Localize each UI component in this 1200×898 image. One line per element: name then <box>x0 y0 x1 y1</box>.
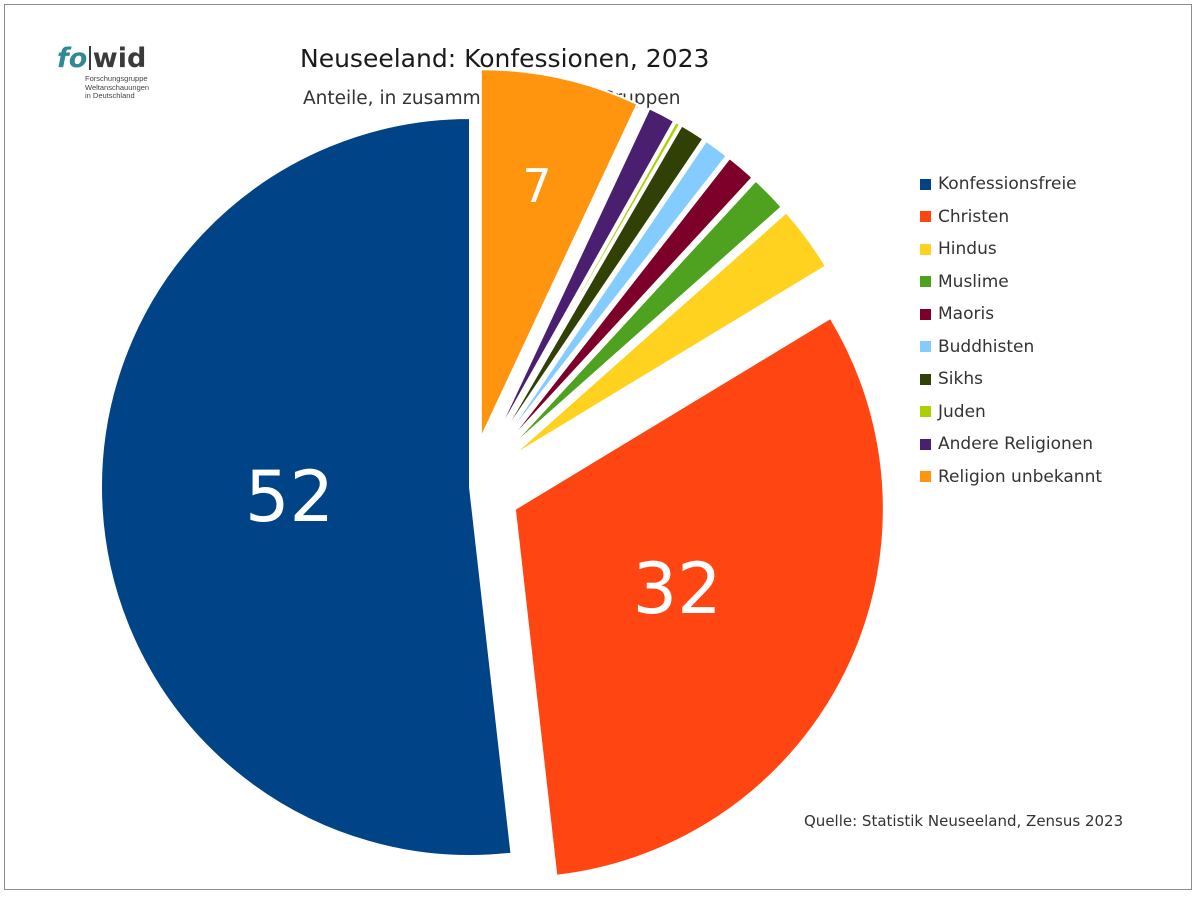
legend-item-konfessionsfreie: Konfessionsfreie <box>920 168 1102 201</box>
legend-label: Andere Religionen <box>938 434 1094 455</box>
legend-swatch <box>920 178 931 190</box>
legend-item-hindus: Hindus <box>920 233 1102 266</box>
chart-source: Quelle: Statistik Neuseeland, Zensus 202… <box>804 812 1124 830</box>
legend-item-religion-unbekannt: Religion unbekannt <box>920 461 1102 494</box>
pie-slice-andere-religionen <box>491 107 676 444</box>
legend-swatch <box>920 243 931 255</box>
legend-label: Maoris <box>938 304 995 325</box>
data-label-religion-unbekannt: 7 <box>522 159 551 213</box>
legend-label: Religion unbekannt <box>938 466 1103 487</box>
logo-subtitle-line: Weltanschauungen <box>85 82 150 92</box>
logo-wid-text: wid <box>92 43 147 74</box>
pie-slice-sikhs <box>495 124 705 446</box>
legend-swatch <box>920 471 931 483</box>
legend-item-buddhisten: Buddhisten <box>920 331 1102 364</box>
legend-item-andere-religionen: Andere Religionen <box>920 428 1102 461</box>
chart-frame <box>4 4 1192 890</box>
pie-slice-konfessionsfreie <box>100 116 513 857</box>
legend-item-maoris: Maoris <box>920 298 1102 331</box>
chart-title: Neuseeland: Konfessionen, 2023 <box>300 44 710 73</box>
chart-legend: Konfessionsfreie Christen Hindus Muslime Mao… <box>920 168 1102 493</box>
legend-label: Juden <box>938 401 986 422</box>
logo-subtitle-line: in Deutschland <box>85 91 135 100</box>
legend-swatch <box>920 276 931 288</box>
legend-swatch <box>920 308 931 320</box>
pie-slice-muslime <box>504 179 784 453</box>
pie-slice-hindus <box>509 210 828 459</box>
legend-swatch <box>920 341 931 353</box>
data-label-konfessionsfreie: 52 <box>245 456 334 538</box>
logo-wordmark: fo wid <box>57 44 146 74</box>
pie-slice-juden <box>493 120 682 445</box>
legend-label: Konfessionsfreie <box>938 174 1077 195</box>
legend-label: Christen <box>938 206 1010 227</box>
pie-slice-maoris <box>501 156 754 450</box>
legend-swatch <box>920 211 931 223</box>
legend-label: Hindus <box>938 239 997 260</box>
legend-swatch <box>920 406 931 418</box>
pie-slice-religion-unbekannt <box>479 68 639 439</box>
pie-slice-buddhisten <box>498 139 729 448</box>
legend-item-muslime: Muslime <box>920 266 1102 299</box>
legend-item-christen: Christen <box>920 201 1102 234</box>
logo-fo-text: fo <box>57 43 88 74</box>
logo-subtitle-line: Forschungsgruppe <box>85 74 148 83</box>
legend-item-sikhs: Sikhs <box>920 363 1102 396</box>
legend-item-juden: Juden <box>920 396 1102 429</box>
legend-label: Sikhs <box>938 369 983 390</box>
logo-subtitle: Forschungsgruppe Weltanschauungen in Deu… <box>85 74 150 101</box>
legend-swatch <box>920 438 931 450</box>
legend-label: Buddhisten <box>938 336 1035 357</box>
logo-separator <box>89 46 91 70</box>
legend-swatch <box>920 373 931 385</box>
fowid-logo: fo wid Forschungsgruppe Weltanschauungen … <box>57 44 177 114</box>
pie-slice-christen <box>513 316 885 877</box>
data-label-christen: 32 <box>633 548 722 630</box>
legend-label: Muslime <box>938 271 1009 292</box>
